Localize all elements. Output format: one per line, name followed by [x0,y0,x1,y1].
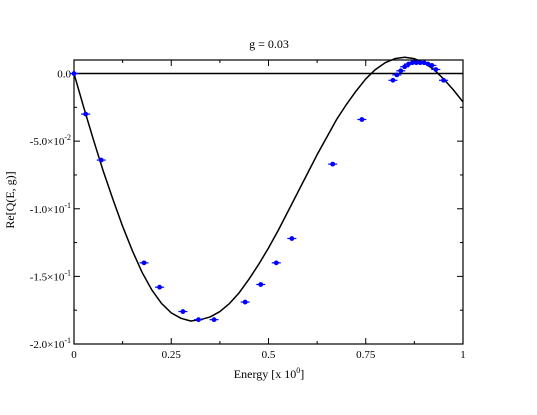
data-point [258,282,264,287]
data-point [98,157,104,163]
x-axis-label-exponent: 0 [296,366,300,375]
data-point [433,67,439,72]
y-tick-mantissa: -2.0×10 [30,339,65,351]
x-tick-label: 0.25 [162,349,182,361]
y-tick-exponent: -1 [64,336,71,345]
data-point [441,77,446,83]
y-axis-label: Re[Q(E, g)] [3,171,17,228]
x-axis-label-suffix: ] [300,367,304,381]
x-tick-label: 0 [71,349,77,361]
chart-title: g = 0.03 [249,37,289,51]
data-point [402,64,408,70]
x-tick-label: 0.75 [356,349,376,361]
y-tick-exponent: -1 [64,268,71,277]
y-tick-mantissa: -1.5×10 [30,271,65,283]
data-point [157,284,162,290]
data-point [330,161,336,167]
data-point [429,63,435,68]
y-tick-label: -1.0×10-1 [30,201,71,216]
data-point [390,77,396,83]
data-point [398,68,404,74]
y-tick-mantissa: -1.0×10 [30,204,65,216]
data-point [180,309,186,314]
y-tick-label: -5.0×10-2 [30,133,71,148]
data-point [83,111,89,117]
data-point [242,299,248,305]
data-point [141,260,147,266]
y-tick-exponent: -2 [64,133,71,142]
plot-frame [73,59,464,345]
data-point [289,236,295,241]
y-tick-exponent: -1 [64,201,71,210]
plot-area: 0 0.25 0.5 0.75 10.0-5.0×10-2-1.0×10-1-1.5×1… [30,56,466,361]
x-axis-label: Energy [x 100] [234,366,304,381]
y-tick-label: -1.5×10-1 [30,268,71,283]
series-curve [73,56,464,322]
y-tick-mantissa: -5.0×10 [30,136,65,148]
y-tick-label: -2.0×10-1 [30,336,71,351]
data-point [71,71,77,76]
data-point [359,117,365,122]
data-point [394,72,400,78]
data-point [196,317,201,323]
y-tick-label: 0.0 [57,69,71,81]
x-tick-label: 0.5 [262,349,276,361]
x-tick-label: 1 [460,349,466,361]
data-point [211,317,217,323]
data-point [273,260,279,266]
x-axis-label-text: Energy [x 10 [234,367,296,381]
